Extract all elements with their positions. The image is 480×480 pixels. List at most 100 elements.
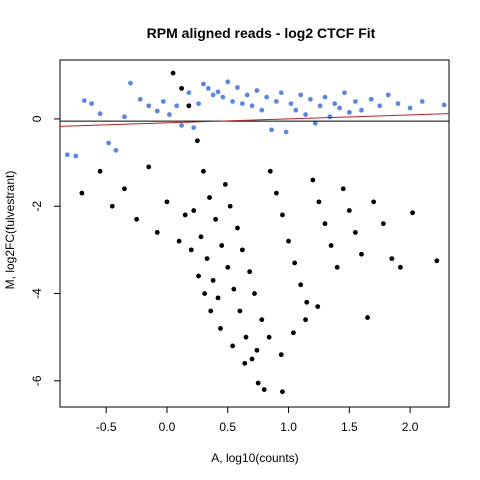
data-point [292,260,298,266]
data-point [261,387,267,392]
data-point [196,101,201,107]
data-point [389,256,395,261]
data-point [346,208,352,213]
data-point [385,92,391,98]
data-point [359,107,364,113]
data-point [254,347,260,353]
data-point [283,129,289,135]
data-point [380,221,386,227]
data-point [303,112,308,117]
data-point [210,278,216,283]
data-point [359,251,364,257]
data-point [194,138,200,144]
data-point [259,317,265,323]
data-point [231,286,237,292]
x-tick-label: 1.0 [280,420,297,434]
data-point [244,92,250,98]
x-axis-label: A, log10(counts) [211,451,298,465]
data-point [79,190,85,196]
data-point [264,94,270,100]
data-point [419,99,425,104]
data-point [312,120,318,126]
data-point [89,101,95,107]
data-point [247,269,253,275]
data-point [308,96,313,102]
data-point [164,199,170,205]
fit-line [59,113,450,127]
data-point [215,295,221,301]
data-point [196,273,201,279]
data-point [395,101,401,107]
points-layer [64,70,447,395]
data-point [235,225,240,231]
data-point [365,315,370,320]
data-point [242,360,248,366]
data-point [186,90,192,96]
data-point [207,195,212,200]
data-point [208,308,214,314]
data-point [106,140,112,146]
data-point [397,264,403,270]
data-point [146,164,152,170]
chart-title: RPM aligned reads - log2 CTCF Fit [147,25,376,41]
data-point [134,216,139,222]
data-point [304,299,310,305]
data-point [352,99,358,104]
data-point [97,111,103,117]
x-tick-label: 0.0 [159,420,176,434]
data-point [201,81,206,87]
data-point [146,103,152,109]
data-point [239,247,245,253]
data-point [280,389,285,395]
data-point [213,216,219,222]
data-point [170,70,176,76]
data-point [201,168,206,174]
data-point [249,103,255,109]
data-point [346,109,352,115]
data-point [254,88,260,93]
data-point [249,356,255,362]
data-point [225,264,231,270]
data-point [64,152,70,158]
data-point [332,101,338,107]
data-point [179,123,184,128]
data-point [291,330,296,336]
data-point [243,334,249,340]
data-point [167,112,172,117]
data-point [230,343,236,349]
data-point [269,127,274,133]
data-point [334,264,340,270]
data-point [109,203,115,209]
data-point [160,99,166,104]
data-point [273,99,279,104]
x-axis: -0.5 0.0 0.5 1.0 1.5 2.0 [96,407,419,434]
plot-frame [59,59,450,408]
data-point [81,98,87,103]
data-point [266,334,272,340]
data-point [286,238,291,244]
x-tick-label: 0.5 [219,420,236,434]
y-axis: 0 -2 -4 -6 [30,115,60,386]
data-point [154,230,160,235]
data-point [191,208,197,213]
data-point [371,199,377,205]
data-point [237,308,243,314]
data-point [174,103,180,109]
data-point [298,282,304,288]
data-point [176,238,182,244]
data-point [188,247,194,253]
data-point [230,99,236,104]
data-point [441,102,447,108]
data-point [342,90,347,96]
data-point [410,210,415,216]
data-point [235,85,240,90]
data-point [222,181,228,187]
data-point [179,85,184,91]
data-point [215,89,221,95]
data-point [322,94,328,100]
data-point [202,291,208,296]
data-point [259,107,265,113]
y-tick-label: -2 [30,201,44,212]
